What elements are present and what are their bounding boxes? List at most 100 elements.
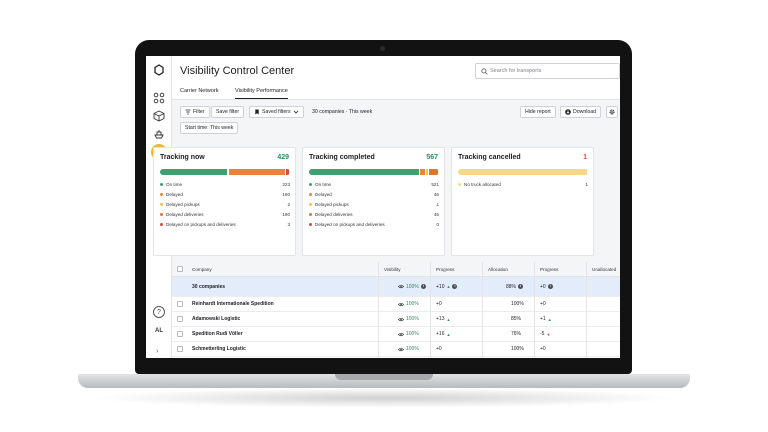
help-icon[interactable]: ?	[153, 306, 165, 318]
legend-dot	[309, 192, 312, 196]
header-unallocated[interactable]: Unallocated	[592, 267, 617, 272]
status-card: Tracking cancelled 1 No truck allocated 1	[451, 147, 594, 256]
legend-label: Delayed deliveries	[315, 211, 353, 217]
visibility: 100%	[398, 327, 419, 341]
header-allocation[interactable]: Allocation	[488, 267, 508, 272]
column-divider	[482, 262, 483, 358]
visibility-value: 100%	[406, 301, 419, 307]
total-company-value: 30 companies	[192, 283, 226, 290]
bar-segment	[426, 169, 429, 175]
table-header: Company Visibility Progress Allocation P…	[172, 262, 620, 277]
table-total-row[interactable]: 30 companies 100% i +10 ▲ i 88% i +0 i	[172, 277, 620, 297]
company-name-value: Adamowski Logistic	[192, 316, 241, 322]
legend-row: No truck allocated 1	[458, 180, 588, 188]
eye-icon	[398, 302, 404, 306]
legend-value: 1	[585, 181, 588, 187]
gear-icon	[609, 109, 615, 115]
package-icon[interactable]	[151, 108, 167, 124]
total-progress-allocation-value: +0	[540, 283, 546, 290]
row-checkbox[interactable]	[177, 331, 183, 337]
progress-value: +16	[436, 331, 445, 337]
save-filter-label: Save filter	[216, 109, 240, 115]
legend-value: 223	[282, 181, 290, 187]
info-icon[interactable]: i	[452, 284, 458, 289]
hide-report-button[interactable]: Hide report	[520, 106, 556, 118]
app-screen: ? AL › Visibility Control Center Carrier…	[146, 56, 620, 358]
allocation-value: 100%	[511, 346, 524, 352]
legend-row: Delayed pickups 2	[160, 200, 290, 208]
toolbar: Filter Save filter Saved filters 30 comp…	[172, 100, 620, 136]
legend-row: Delayed 190	[160, 190, 290, 198]
hide-report-label: Hide report	[525, 109, 551, 115]
legend-label: Delayed on pickups and deliveries	[166, 221, 236, 227]
eye-icon	[398, 317, 404, 321]
header-progress-allocation[interactable]: Progress	[540, 267, 559, 272]
tab-visibility-performance[interactable]: Visibility Performance	[235, 88, 288, 99]
legend-value: 521	[431, 181, 439, 187]
legend-row: Delayed deliveries 190	[160, 210, 290, 218]
progress-allocation-value: -5	[540, 331, 545, 337]
table-row[interactable]: Spedition Rudi Völler 100% +16 ▲ 76% -5 ▼	[172, 327, 620, 342]
search-input[interactable]	[490, 65, 616, 77]
eye-icon	[398, 332, 404, 336]
info-icon[interactable]: i	[547, 284, 553, 289]
expand-sidebar-icon[interactable]: ›	[156, 348, 159, 355]
table-row[interactable]: Schmetterling Logistic 100% +0 100% +0	[172, 342, 620, 357]
settings-button[interactable]	[606, 106, 618, 118]
start-time-filter-chip[interactable]: Start time: This week	[180, 122, 239, 134]
total-allocation-value: 88%	[506, 283, 517, 290]
tab-carrier-network[interactable]: Carrier Network	[180, 88, 219, 94]
info-icon[interactable]: i	[420, 284, 426, 289]
bar-segment	[309, 169, 420, 175]
logo-icon[interactable]	[151, 62, 167, 78]
filter-button[interactable]: Filter	[180, 106, 210, 118]
legend-dot	[160, 222, 163, 226]
legend-dot	[160, 202, 163, 206]
total-progress-allocation: +0 i	[540, 277, 553, 296]
filter-icon	[185, 109, 191, 115]
bar-segment	[228, 169, 287, 175]
select-all-checkbox[interactable]	[177, 266, 183, 272]
column-divider	[378, 262, 379, 358]
progress-value: +0	[436, 301, 442, 307]
save-filter-button[interactable]: Save filter	[211, 106, 245, 118]
eye-icon	[398, 347, 404, 351]
legend-value: 46	[433, 191, 439, 197]
saved-filters-label: Saved filters	[262, 109, 291, 115]
download-button[interactable]: Download	[560, 106, 602, 118]
legend-row: Delayed on pickups and deliveries 0	[309, 220, 439, 228]
trend-down-icon: ▼	[546, 331, 551, 337]
progress-allocation: +1 ▲	[540, 312, 552, 326]
table-row[interactable]: Reinhardt Internationale Spedition 100% +0…	[172, 297, 620, 312]
progress: +16 ▲	[436, 327, 450, 341]
trend-up-icon: ▲	[547, 316, 552, 322]
download-icon	[565, 109, 571, 115]
ship-icon[interactable]	[151, 126, 167, 142]
legend-label: On time	[166, 181, 183, 187]
company-name-value: Schmetterling Logistic	[192, 346, 246, 352]
row-checkbox[interactable]	[177, 346, 183, 352]
legend-row: Delayed 46	[309, 190, 439, 198]
table-row[interactable]: Adamowski Logistic 100% +13 ▲ 85% +1 ▲	[172, 312, 620, 327]
header-progress[interactable]: Progress	[436, 267, 455, 272]
row-checkbox[interactable]	[177, 316, 183, 322]
header-visibility[interactable]: Visibility	[384, 267, 401, 272]
header-company[interactable]: Company	[192, 267, 212, 272]
start-time-chip-label: Start time: This week	[185, 125, 234, 131]
info-icon[interactable]: i	[518, 284, 524, 289]
trend-up-icon: ▲	[446, 331, 451, 337]
bar-segment	[160, 169, 228, 175]
network-icon[interactable]	[151, 90, 167, 106]
user-avatar[interactable]: AL	[155, 328, 163, 334]
bar-segment	[227, 169, 229, 175]
results-summary: 30 companies · This week	[312, 109, 373, 115]
laptop-shadow	[90, 388, 678, 408]
legend-dot	[309, 202, 312, 206]
column-divider	[430, 262, 431, 358]
row-checkbox[interactable]	[177, 301, 183, 307]
legend-dot	[309, 222, 312, 226]
legend-label: Delayed pickups	[166, 201, 200, 207]
search-box[interactable]	[475, 63, 620, 79]
saved-filters-dropdown[interactable]: Saved filters	[249, 106, 304, 118]
company-name-value: Spedition Rudi Völler	[192, 331, 243, 337]
